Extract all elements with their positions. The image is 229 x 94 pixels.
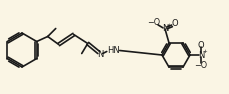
Text: −O: −O xyxy=(147,18,160,27)
Text: O: O xyxy=(171,19,177,28)
Text: O: O xyxy=(197,41,203,50)
Text: HN: HN xyxy=(107,46,120,55)
Text: N: N xyxy=(197,50,203,60)
Text: N: N xyxy=(97,50,103,59)
Text: −O: −O xyxy=(194,61,207,69)
Text: +: + xyxy=(201,49,206,54)
Text: +: + xyxy=(165,23,170,28)
Text: N: N xyxy=(161,24,167,33)
